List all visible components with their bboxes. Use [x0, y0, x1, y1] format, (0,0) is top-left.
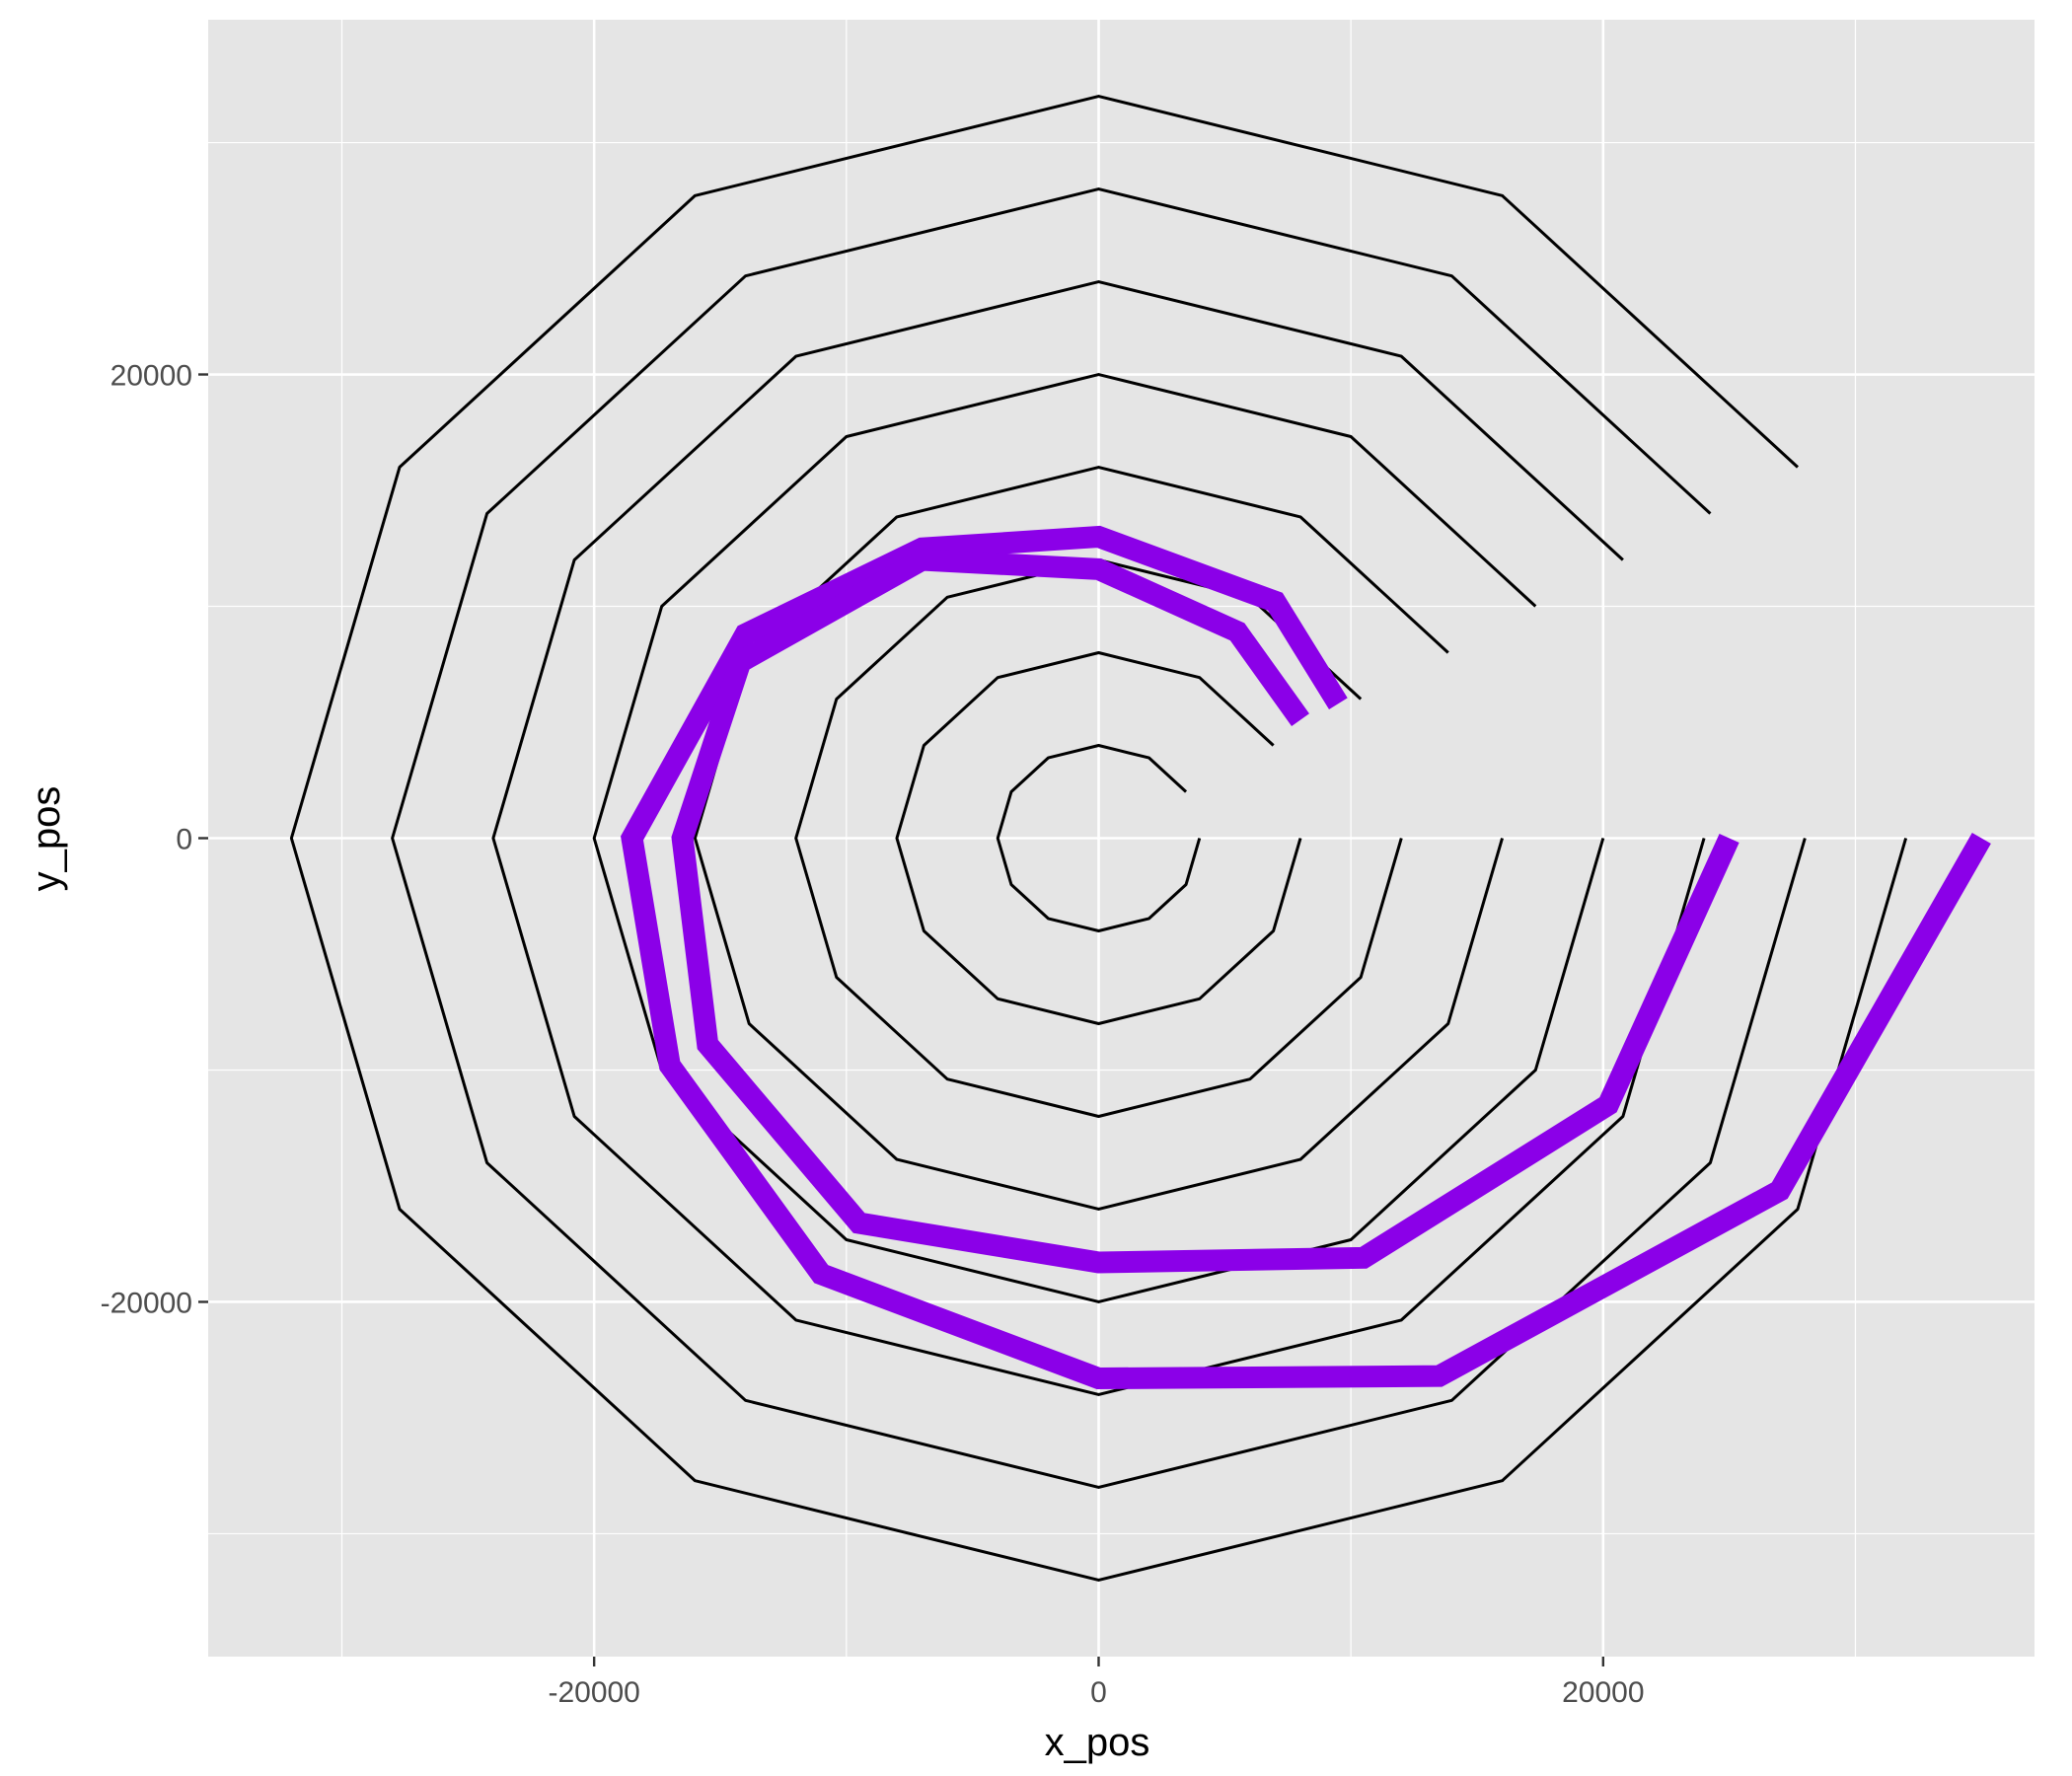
highlight-series	[621, 525, 1991, 1390]
x-tick-label: -20000	[548, 1676, 639, 1709]
spiral-ring-4	[693, 466, 1504, 1211]
y-tick-label: -20000	[101, 1287, 192, 1319]
spiral-ring-3	[794, 558, 1403, 1118]
y-tick-label: 0	[176, 824, 192, 856]
spiral-ring-8	[289, 95, 1908, 1582]
spiral-ring-2	[895, 651, 1302, 1025]
spiral-ring-7	[391, 187, 1807, 1489]
spiral-ring-1	[996, 744, 1202, 932]
spiral-ring-6	[491, 280, 1706, 1396]
x-tick-label: 20000	[1562, 1676, 1644, 1709]
spiral-ring-5	[592, 373, 1605, 1303]
tick-labels: -20000 0 20000 20000 0 -20000	[101, 360, 1645, 1709]
highlight-path-1	[621, 525, 1991, 1390]
x-axis-title: x_pos	[1045, 1721, 1150, 1764]
y-axis-title: y_pos	[25, 786, 68, 892]
spiral-series	[289, 95, 1908, 1582]
x-tick-label: 0	[1090, 1676, 1107, 1709]
axis-ticks	[198, 373, 1605, 1666]
y-tick-label: 20000	[111, 360, 192, 393]
highlight-path-2	[671, 549, 1739, 1274]
